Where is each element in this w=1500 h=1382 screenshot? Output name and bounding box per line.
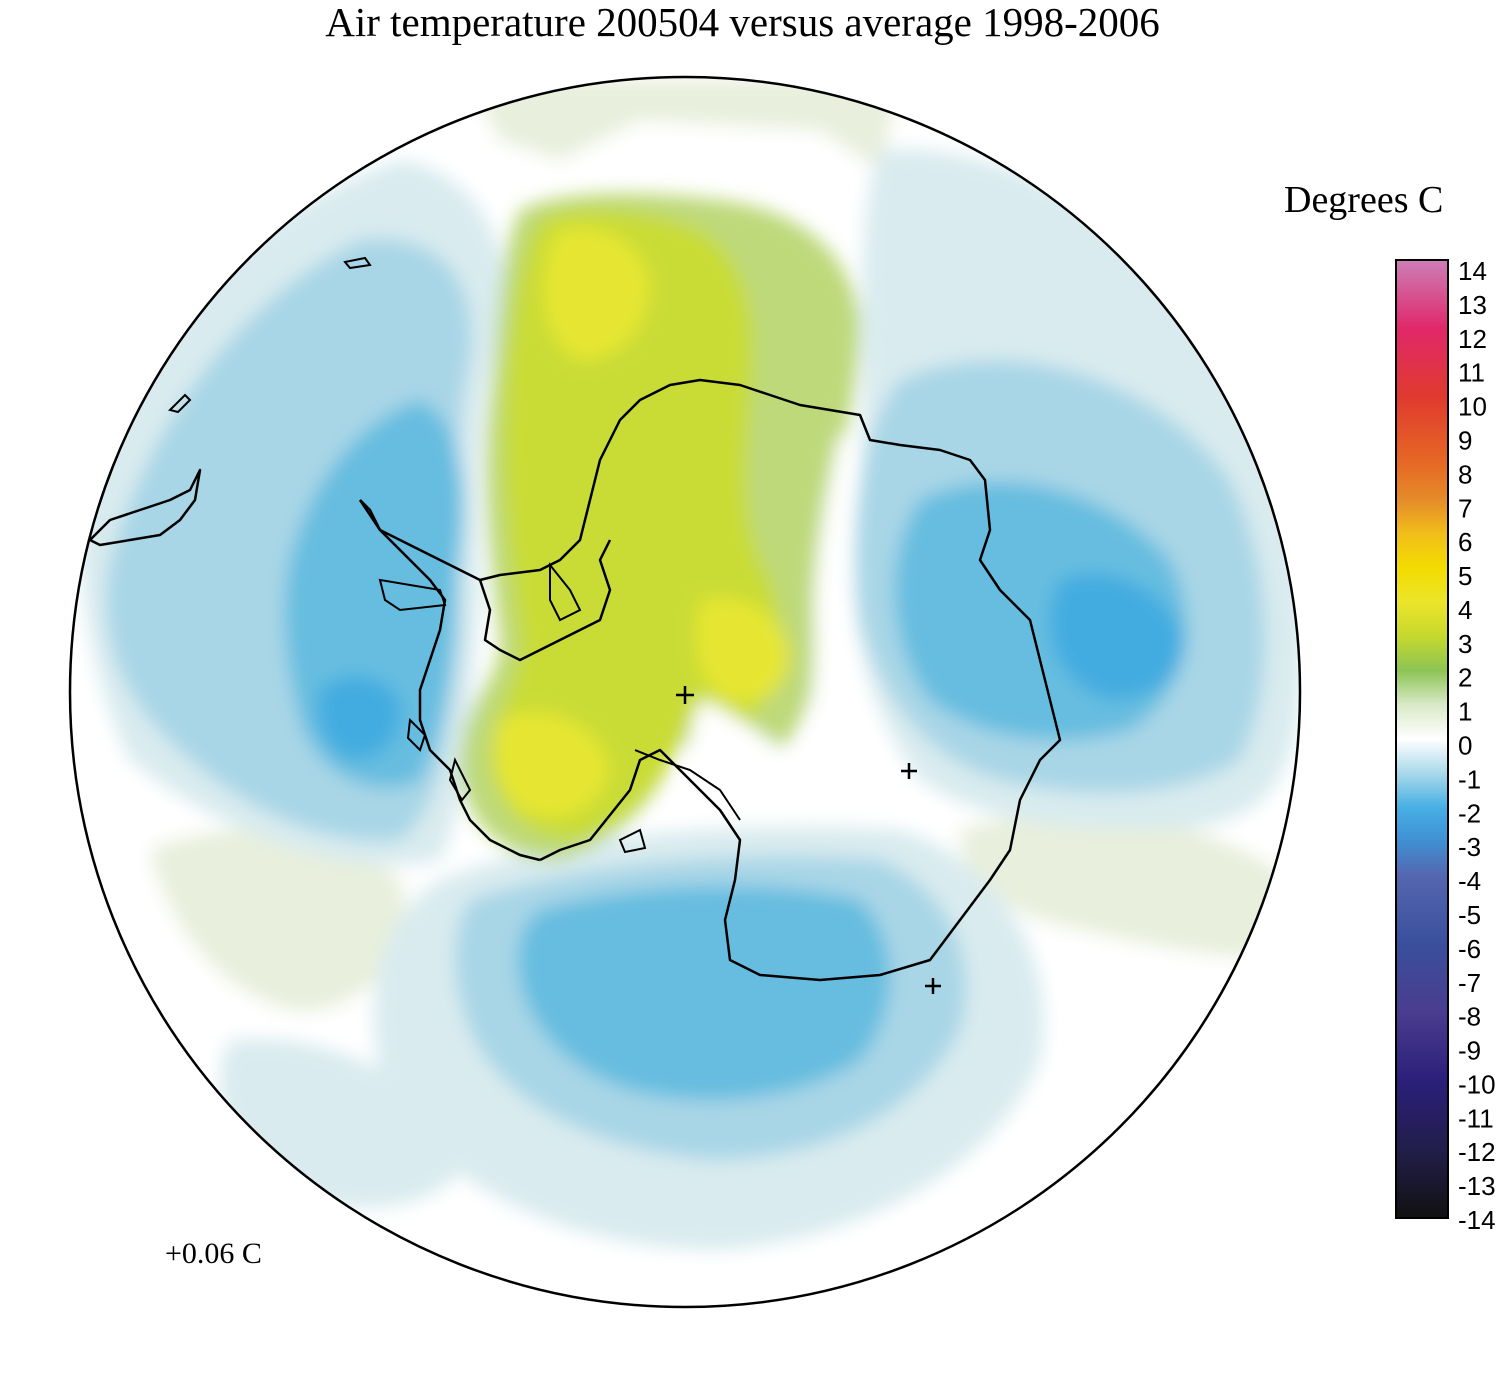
colorbar-tick-label: -4 bbox=[1458, 866, 1481, 896]
colorbar-tick-label: -3 bbox=[1458, 832, 1481, 862]
warm-patch-southeast bbox=[960, 814, 1290, 960]
colorbar-tick-label: -2 bbox=[1458, 798, 1481, 828]
global-mean-label: +0.06 C bbox=[165, 1237, 262, 1270]
colorbar-tick-label: 4 bbox=[1458, 595, 1472, 625]
colorbar-tick-label: 11 bbox=[1458, 358, 1485, 388]
colorbar-tick-label: 10 bbox=[1458, 392, 1487, 422]
colorbar-tick-label: 2 bbox=[1458, 663, 1472, 693]
colorbar-tick-label: 13 bbox=[1458, 290, 1487, 320]
colorbar-tick-label: -10 bbox=[1458, 1069, 1496, 1099]
colorbar-tick-label: 5 bbox=[1458, 561, 1472, 591]
neutral-zone-ridge bbox=[806, 430, 849, 780]
south-georgia-island bbox=[168, 393, 192, 414]
colorbar-tick-label: -7 bbox=[1458, 968, 1481, 998]
map-title: Air temperature 200504 versus average 19… bbox=[325, 0, 1160, 45]
warm-core-north bbox=[543, 227, 650, 360]
colorbar-tick-label: 12 bbox=[1458, 324, 1487, 354]
warm-patch-southwest bbox=[150, 830, 404, 1011]
colorbar-tick-label: -8 bbox=[1458, 1002, 1481, 1032]
colorbar-gradient bbox=[1395, 259, 1449, 1219]
colorbar-tick-label: 0 bbox=[1458, 731, 1472, 761]
station-markers bbox=[676, 686, 941, 994]
colorbar-tick-label: -6 bbox=[1458, 934, 1481, 964]
plus-marker-southeast bbox=[925, 978, 941, 994]
colorbar-tick-label: -12 bbox=[1458, 1137, 1496, 1167]
colorbar-unit-label: Degrees C bbox=[1284, 179, 1444, 221]
colorbar-tick-label: 7 bbox=[1458, 493, 1472, 523]
antarctic-peninsula-coast bbox=[358, 499, 541, 862]
map-frame bbox=[68, 75, 1302, 1309]
colorbar-tick-label: 14 bbox=[1458, 256, 1487, 286]
weddell-ice-shelf-line bbox=[549, 562, 582, 622]
peninsula-islands bbox=[378, 578, 647, 854]
colorbar-ticks: 14131211109876543210-1-2-3-4-5-6-7-8-9-1… bbox=[1458, 256, 1496, 1235]
colorbar-tick-label: -5 bbox=[1458, 900, 1481, 930]
cold-strong-south bbox=[518, 886, 890, 1100]
colorbar-tick-label: -14 bbox=[1458, 1205, 1496, 1235]
colorbar-tick-label: -11 bbox=[1458, 1103, 1494, 1133]
colorbar-tick-label: 1 bbox=[1458, 697, 1472, 727]
ross-ice-shelf-line bbox=[634, 749, 741, 821]
warm-core-center bbox=[696, 597, 790, 703]
warm-core-south bbox=[495, 712, 610, 818]
colorbar-tick-label: 9 bbox=[1458, 425, 1472, 455]
south-america-coastline bbox=[88, 468, 202, 547]
colorbar-tick-label: -9 bbox=[1458, 1036, 1481, 1066]
warm-mid-region bbox=[490, 209, 780, 841]
warm-patch-north bbox=[470, 80, 900, 170]
plus-marker-pole bbox=[676, 686, 694, 704]
colorbar-tick-label: 3 bbox=[1458, 629, 1472, 659]
cold-core-west bbox=[317, 676, 401, 760]
cold-core-east bbox=[1050, 573, 1185, 700]
plus-marker-east bbox=[901, 763, 917, 779]
colorbar-tick-label: -1 bbox=[1458, 764, 1481, 794]
colorbar-tick-label: -13 bbox=[1458, 1171, 1496, 1201]
antarctica-coastline bbox=[359, 378, 1062, 982]
falkland-islands bbox=[343, 256, 372, 270]
colorbar-tick-label: 8 bbox=[1458, 459, 1472, 489]
colorbar-tick-label: 6 bbox=[1458, 527, 1472, 557]
neutral-zone-pole bbox=[685, 700, 810, 813]
